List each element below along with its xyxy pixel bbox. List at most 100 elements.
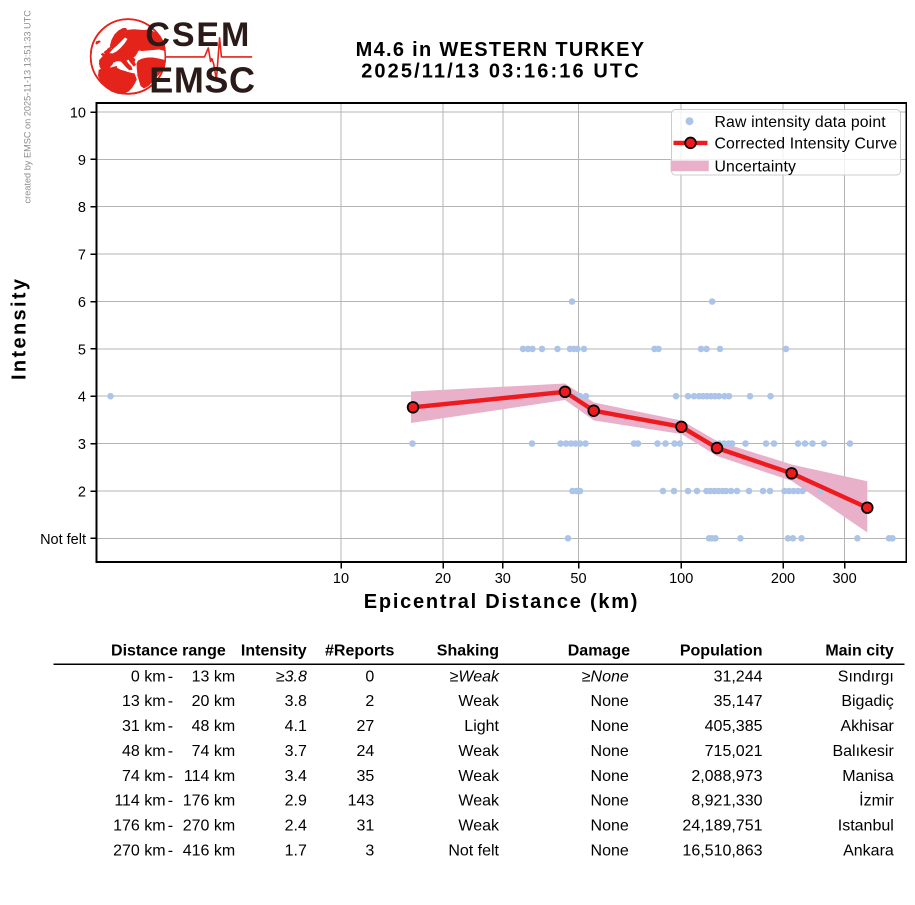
svg-text:1.7: 1.7 [285, 842, 307, 859]
svg-text:4: 4 [78, 390, 86, 406]
svg-text:31,244: 31,244 [714, 668, 763, 685]
svg-text:3: 3 [78, 437, 86, 453]
svg-text:176 km: 176 km [113, 818, 165, 835]
svg-text:74 km: 74 km [122, 768, 166, 785]
svg-text:Shaking: Shaking [437, 643, 499, 660]
svg-text:Light: Light [464, 718, 499, 735]
svg-text:None: None [591, 818, 629, 835]
svg-text:-: - [168, 818, 173, 835]
svg-text:2: 2 [365, 693, 374, 710]
svg-text:2.9: 2.9 [285, 793, 307, 810]
svg-text:None: None [591, 743, 629, 760]
svg-text:Weak: Weak [458, 693, 500, 710]
svg-text:CSEM: CSEM [145, 16, 251, 54]
svg-text:Weak: Weak [458, 793, 500, 810]
svg-text:Bigadiç: Bigadiç [841, 693, 893, 710]
svg-text:74 km: 74 km [192, 743, 236, 760]
svg-text:35: 35 [357, 768, 375, 785]
svg-text:Akhisar: Akhisar [840, 718, 894, 735]
svg-text:5: 5 [78, 342, 86, 358]
svg-text:8: 8 [78, 200, 86, 216]
svg-text:30: 30 [495, 571, 511, 587]
svg-text:270 km: 270 km [183, 818, 235, 835]
svg-text:13 km: 13 km [192, 668, 236, 685]
svg-text:114 km: 114 km [114, 793, 165, 810]
svg-text:Corrected Intensity Curve: Corrected Intensity Curve [715, 136, 898, 153]
svg-text:Sındırgı: Sındırgı [838, 668, 894, 685]
svg-text:Intensity: Intensity [9, 277, 31, 380]
svg-text:405,385: 405,385 [705, 718, 763, 735]
svg-text:31: 31 [357, 818, 375, 835]
svg-text:48 km: 48 km [192, 718, 236, 735]
svg-text:10: 10 [70, 106, 86, 122]
svg-text:48 km: 48 km [122, 743, 166, 760]
svg-text:4.1: 4.1 [285, 718, 307, 735]
svg-text:416 km: 416 km [183, 842, 235, 859]
svg-text:2: 2 [78, 485, 86, 501]
svg-text:≥3.8: ≥3.8 [276, 668, 307, 685]
svg-text:None: None [591, 768, 629, 785]
svg-text:2,088,973: 2,088,973 [691, 768, 762, 785]
svg-text:-: - [168, 668, 173, 685]
svg-text:3.7: 3.7 [285, 743, 307, 760]
svg-text:3.8: 3.8 [285, 693, 307, 710]
svg-text:Weak: Weak [458, 743, 500, 760]
svg-text:50: 50 [570, 571, 586, 587]
svg-text:None: None [591, 718, 629, 735]
svg-text:176 km: 176 km [183, 793, 235, 810]
svg-text:-: - [168, 768, 173, 785]
svg-text:27: 27 [357, 718, 375, 735]
svg-text:9: 9 [78, 153, 86, 169]
svg-text:2025/11/13 03:16:16 UTC: 2025/11/13 03:16:16 UTC [361, 60, 641, 82]
svg-text:Not felt: Not felt [40, 532, 86, 548]
svg-text:Distance range: Distance range [111, 643, 226, 660]
svg-text:EMSC: EMSC [149, 60, 255, 101]
svg-text:35,147: 35,147 [714, 693, 763, 710]
svg-text:6: 6 [78, 295, 86, 311]
svg-text:3.4: 3.4 [285, 768, 307, 785]
svg-text:20 km: 20 km [192, 693, 236, 710]
svg-text:created by EMSC on 2025-11-13: created by EMSC on 2025-11-13 13:51:33 U… [23, 10, 33, 204]
svg-text:Istanbul: Istanbul [838, 818, 894, 835]
svg-text:114 km: 114 km [184, 768, 235, 785]
svg-text:2.4: 2.4 [285, 818, 307, 835]
svg-text:Weak: Weak [458, 818, 500, 835]
svg-text:715,021: 715,021 [705, 743, 763, 760]
svg-text:Not felt: Not felt [448, 842, 499, 859]
svg-text:M4.6 in WESTERN TURKEY: M4.6 in WESTERN TURKEY [356, 39, 646, 61]
svg-text:-: - [168, 718, 173, 735]
svg-text:İzmir: İzmir [859, 791, 894, 810]
svg-text:24: 24 [357, 743, 375, 760]
svg-text:≥None: ≥None [582, 668, 629, 685]
svg-text:Main city: Main city [825, 643, 894, 660]
svg-text:270 km: 270 km [113, 842, 165, 859]
svg-text:20: 20 [435, 571, 451, 587]
svg-text:Damage: Damage [568, 643, 630, 660]
svg-text:100: 100 [669, 571, 693, 587]
svg-text:31 km: 31 km [122, 718, 166, 735]
svg-text:None: None [591, 693, 629, 710]
svg-text:Ankara: Ankara [843, 842, 894, 859]
svg-text:Weak: Weak [458, 768, 500, 785]
svg-text:None: None [591, 842, 629, 859]
svg-text:300: 300 [832, 571, 856, 587]
svg-text:16,510,863: 16,510,863 [682, 842, 762, 859]
svg-text:-: - [168, 693, 173, 710]
svg-text:200: 200 [771, 571, 795, 587]
svg-text:Intensity: Intensity [241, 643, 307, 660]
svg-text:Population: Population [680, 643, 763, 660]
svg-text:0: 0 [365, 668, 374, 685]
svg-text:10: 10 [333, 571, 349, 587]
svg-text:0 km: 0 km [131, 668, 166, 685]
svg-text:Manisa: Manisa [842, 768, 894, 785]
svg-text:13 km: 13 km [122, 693, 166, 710]
svg-text:7: 7 [78, 248, 86, 264]
svg-text:≥Weak: ≥Weak [450, 668, 500, 685]
svg-text:-: - [168, 793, 173, 810]
svg-text:24,189,751: 24,189,751 [682, 818, 762, 835]
svg-text:Uncertainty: Uncertainty [715, 158, 797, 175]
svg-text:Epicentral Distance (km): Epicentral Distance (km) [364, 591, 639, 613]
svg-text:3: 3 [365, 842, 374, 859]
svg-text:-: - [168, 842, 173, 859]
svg-text:Balıkesir: Balıkesir [832, 743, 894, 760]
